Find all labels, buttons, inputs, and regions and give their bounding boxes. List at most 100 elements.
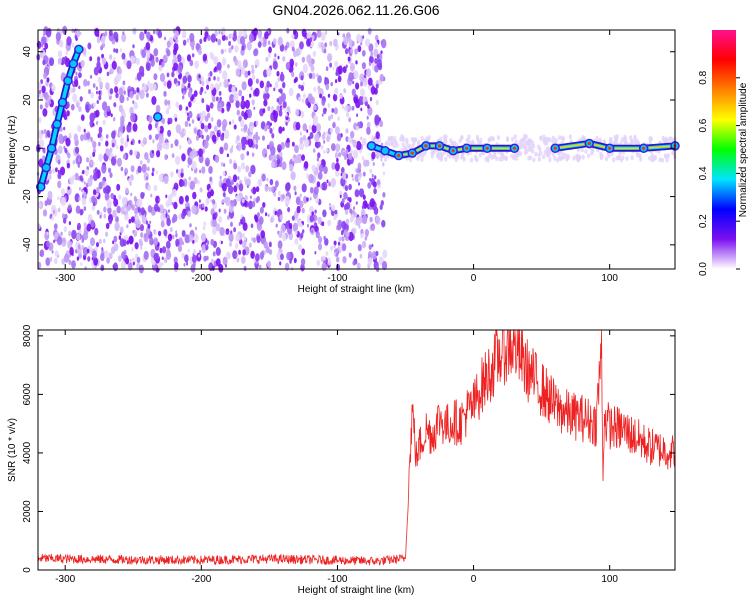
noise-blob <box>187 164 190 168</box>
noise-blob <box>75 146 80 154</box>
noise-blob <box>93 257 98 266</box>
noise-blob <box>244 195 248 201</box>
signal-track-peak <box>554 142 591 150</box>
noise-blob <box>152 150 154 154</box>
noise-blob <box>344 104 349 112</box>
noise-blob <box>336 256 340 263</box>
noise-blob <box>153 185 158 192</box>
noise-blob <box>90 237 95 246</box>
noise-blob <box>104 192 110 201</box>
noise-blob <box>217 85 220 90</box>
noise-blob <box>375 250 379 256</box>
noise-blob <box>259 251 265 259</box>
signal-point-peak <box>437 144 442 148</box>
noise-blob <box>272 60 278 70</box>
noise-blob <box>45 257 51 267</box>
noise-blob <box>344 209 349 216</box>
noise-blob <box>122 31 125 36</box>
noise-blob <box>93 102 96 108</box>
noise-blob <box>64 147 68 154</box>
noise-blob <box>120 260 126 270</box>
noise-blob <box>92 123 95 127</box>
noise-blob <box>299 141 304 151</box>
noise-blob <box>371 173 374 178</box>
noise-blob <box>358 224 361 229</box>
noise-blob <box>87 80 90 86</box>
noise-blob <box>369 198 375 208</box>
noise-blob <box>226 105 230 112</box>
noise-blob <box>262 135 265 141</box>
noise-blob <box>264 153 267 158</box>
noise-blob <box>212 95 216 103</box>
noise-blob <box>160 212 166 222</box>
noise-blob <box>145 92 149 98</box>
noise-blob <box>147 166 150 172</box>
noise-blob <box>223 142 229 151</box>
noise-blob <box>274 81 279 89</box>
noise-blob <box>69 176 74 185</box>
noise-blob <box>244 99 250 109</box>
noise-blob <box>317 152 321 159</box>
noise-blob <box>228 41 232 46</box>
noise-blob <box>158 198 161 202</box>
noise-blob <box>280 253 284 260</box>
noise-blob <box>160 220 165 228</box>
noise-blob <box>46 231 49 236</box>
noise-blob <box>412 140 416 146</box>
noise-blob <box>162 246 167 254</box>
noise-blob <box>291 215 295 221</box>
noise-blob <box>250 223 254 229</box>
noise-blob <box>268 46 272 54</box>
noise-blob <box>299 193 302 198</box>
noise-blob <box>312 148 316 153</box>
noise-blob <box>224 48 227 53</box>
noise-blob <box>351 40 355 47</box>
noise-blob <box>92 83 96 88</box>
noise-blob <box>80 134 84 142</box>
noise-blob <box>353 70 359 79</box>
noise-blob <box>383 157 388 163</box>
noise-blob <box>187 248 190 253</box>
noise-blob <box>325 83 330 91</box>
noise-blob <box>373 206 379 215</box>
noise-blob <box>174 57 179 64</box>
noise-blob <box>212 251 216 257</box>
noise-blob <box>262 108 266 114</box>
noise-blob <box>126 204 131 212</box>
noise-blob <box>238 183 244 192</box>
noise-blob <box>101 164 107 174</box>
noise-blob <box>121 33 127 43</box>
noise-blob <box>91 195 96 204</box>
noise-blob <box>289 40 295 49</box>
noise-blob <box>257 212 260 218</box>
noise-blob <box>302 134 307 141</box>
noise-blob <box>320 184 323 189</box>
noise-blob <box>249 126 254 133</box>
noise-blob <box>361 156 365 161</box>
noise-blob <box>150 193 153 198</box>
noise-blob <box>253 48 258 57</box>
noise-blob <box>255 143 259 150</box>
noise-blob <box>109 147 113 153</box>
noise-blob <box>86 132 91 140</box>
noise-blob <box>335 263 341 271</box>
noise-blob <box>360 233 364 239</box>
noise-blob <box>301 183 307 193</box>
noise-blob <box>252 237 256 243</box>
noise-blob <box>329 206 332 211</box>
noise-blob <box>294 191 297 196</box>
noise-blob <box>314 215 318 221</box>
noise-blob <box>281 71 283 76</box>
noise-blob <box>382 249 388 259</box>
noise-blob <box>374 41 379 48</box>
noise-blob <box>238 115 242 122</box>
noise-blob <box>307 72 310 77</box>
y-tick-label: -40 <box>22 237 33 252</box>
noise-blob <box>124 171 127 176</box>
noise-blob <box>236 109 240 116</box>
noise-blob <box>532 157 536 163</box>
noise-blob <box>134 90 137 95</box>
noise-blob <box>353 206 355 210</box>
noise-blob <box>178 104 183 111</box>
noise-blob <box>206 134 210 141</box>
